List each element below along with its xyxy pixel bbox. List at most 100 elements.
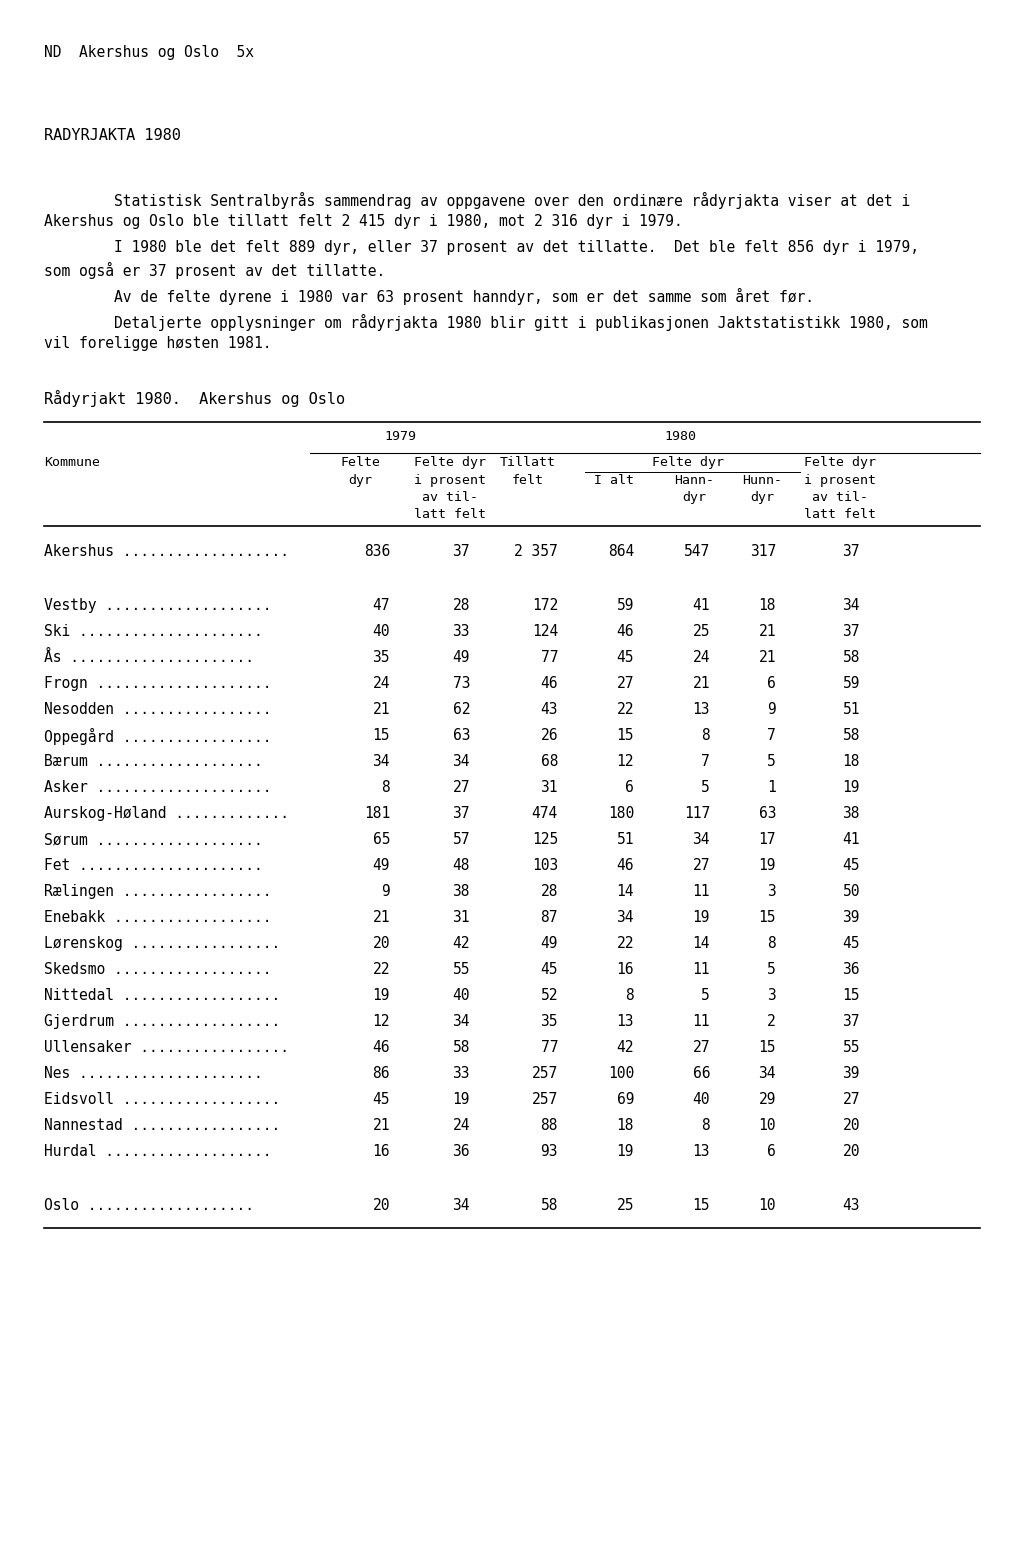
- Text: 38: 38: [843, 805, 860, 821]
- Text: 45: 45: [541, 962, 558, 977]
- Text: av til-: av til-: [812, 492, 868, 504]
- Text: 124: 124: [531, 625, 558, 638]
- Text: 9: 9: [381, 884, 390, 900]
- Text: av til-: av til-: [422, 492, 478, 504]
- Text: 19: 19: [453, 1091, 470, 1107]
- Text: 25: 25: [616, 1198, 634, 1214]
- Text: Av de felte dyrene i 1980 var 63 prosent hanndyr, som er det samme som året før.: Av de felte dyrene i 1980 var 63 prosent…: [44, 288, 814, 305]
- Text: 21: 21: [692, 676, 710, 691]
- Text: 48: 48: [453, 858, 470, 873]
- Text: Ås .....................: Ås .....................: [44, 649, 254, 665]
- Text: 24: 24: [453, 1118, 470, 1133]
- Text: 29: 29: [759, 1091, 776, 1107]
- Text: 58: 58: [453, 1040, 470, 1054]
- Text: RADYRJAKTA 1980: RADYRJAKTA 1980: [44, 128, 181, 142]
- Text: 31: 31: [453, 911, 470, 925]
- Text: 43: 43: [843, 1198, 860, 1214]
- Text: 31: 31: [541, 781, 558, 795]
- Text: 5: 5: [767, 962, 776, 977]
- Text: 172: 172: [531, 598, 558, 614]
- Text: Felte dyr: Felte dyr: [652, 456, 724, 468]
- Text: 15: 15: [843, 988, 860, 1003]
- Text: dyr: dyr: [750, 492, 774, 504]
- Text: 25: 25: [692, 625, 710, 638]
- Text: dyr: dyr: [348, 475, 372, 487]
- Text: Hunn-: Hunn-: [742, 475, 782, 487]
- Text: 22: 22: [373, 962, 390, 977]
- Text: Hurdal ...................: Hurdal ...................: [44, 1144, 271, 1160]
- Text: Sørum ...................: Sørum ...................: [44, 832, 263, 847]
- Text: 14: 14: [692, 935, 710, 951]
- Text: 7: 7: [767, 728, 776, 744]
- Text: 42: 42: [453, 935, 470, 951]
- Text: 19: 19: [616, 1144, 634, 1160]
- Text: 55: 55: [453, 962, 470, 977]
- Text: 15: 15: [759, 1040, 776, 1054]
- Text: 6: 6: [626, 781, 634, 795]
- Text: 59: 59: [616, 598, 634, 614]
- Text: ND  Akershus og Oslo  5x: ND Akershus og Oslo 5x: [44, 45, 254, 60]
- Text: 9: 9: [767, 702, 776, 717]
- Text: 14: 14: [616, 884, 634, 900]
- Text: 45: 45: [843, 935, 860, 951]
- Text: 87: 87: [541, 911, 558, 925]
- Text: 34: 34: [453, 1014, 470, 1030]
- Text: 63: 63: [759, 805, 776, 821]
- Text: 40: 40: [453, 988, 470, 1003]
- Text: 15: 15: [759, 911, 776, 925]
- Text: 6: 6: [767, 1144, 776, 1160]
- Text: latt felt: latt felt: [804, 509, 876, 521]
- Text: Felte dyr: Felte dyr: [804, 456, 876, 468]
- Text: 46: 46: [616, 625, 634, 638]
- Text: 38: 38: [453, 884, 470, 900]
- Text: Vestby ...................: Vestby ...................: [44, 598, 271, 614]
- Text: 1: 1: [767, 781, 776, 795]
- Text: 68: 68: [541, 754, 558, 768]
- Text: I 1980 ble det felt 889 dyr, eller 37 prosent av det tillatte.  Det ble felt 856: I 1980 ble det felt 889 dyr, eller 37 pr…: [44, 240, 919, 255]
- Text: 49: 49: [541, 935, 558, 951]
- Text: 21: 21: [373, 911, 390, 925]
- Text: 27: 27: [843, 1091, 860, 1107]
- Text: 49: 49: [453, 649, 470, 665]
- Text: 125: 125: [531, 832, 558, 847]
- Text: 69: 69: [616, 1091, 634, 1107]
- Text: 24: 24: [692, 649, 710, 665]
- Text: Rådyrjakt 1980.  Akershus og Oslo: Rådyrjakt 1980. Akershus og Oslo: [44, 390, 345, 407]
- Text: 77: 77: [541, 1040, 558, 1054]
- Text: 20: 20: [843, 1118, 860, 1133]
- Text: 19: 19: [373, 988, 390, 1003]
- Text: 5: 5: [767, 754, 776, 768]
- Text: 19: 19: [759, 858, 776, 873]
- Text: 18: 18: [843, 754, 860, 768]
- Text: 21: 21: [759, 649, 776, 665]
- Text: 43: 43: [541, 702, 558, 717]
- Text: 58: 58: [843, 649, 860, 665]
- Text: 51: 51: [616, 832, 634, 847]
- Text: 5: 5: [701, 781, 710, 795]
- Text: 21: 21: [759, 625, 776, 638]
- Text: 40: 40: [692, 1091, 710, 1107]
- Text: I alt: I alt: [594, 475, 634, 487]
- Text: Tillatt: Tillatt: [500, 456, 556, 468]
- Text: 58: 58: [843, 728, 860, 744]
- Text: 12: 12: [616, 754, 634, 768]
- Text: Ullensaker .................: Ullensaker .................: [44, 1040, 289, 1054]
- Text: Nes .....................: Nes .....................: [44, 1067, 263, 1081]
- Text: 37: 37: [843, 1014, 860, 1030]
- Text: 34: 34: [373, 754, 390, 768]
- Text: 28: 28: [541, 884, 558, 900]
- Text: 34: 34: [616, 911, 634, 925]
- Text: Akershus ...................: Akershus ...................: [44, 544, 289, 560]
- Text: 41: 41: [692, 598, 710, 614]
- Text: 8: 8: [381, 781, 390, 795]
- Text: 15: 15: [373, 728, 390, 744]
- Text: Lørenskog .................: Lørenskog .................: [44, 935, 281, 951]
- Text: 63: 63: [453, 728, 470, 744]
- Text: 18: 18: [759, 598, 776, 614]
- Text: 317: 317: [750, 544, 776, 560]
- Text: 33: 33: [453, 625, 470, 638]
- Text: 66: 66: [692, 1067, 710, 1081]
- Text: 39: 39: [843, 911, 860, 925]
- Text: Kommune: Kommune: [44, 456, 100, 468]
- Text: 34: 34: [453, 754, 470, 768]
